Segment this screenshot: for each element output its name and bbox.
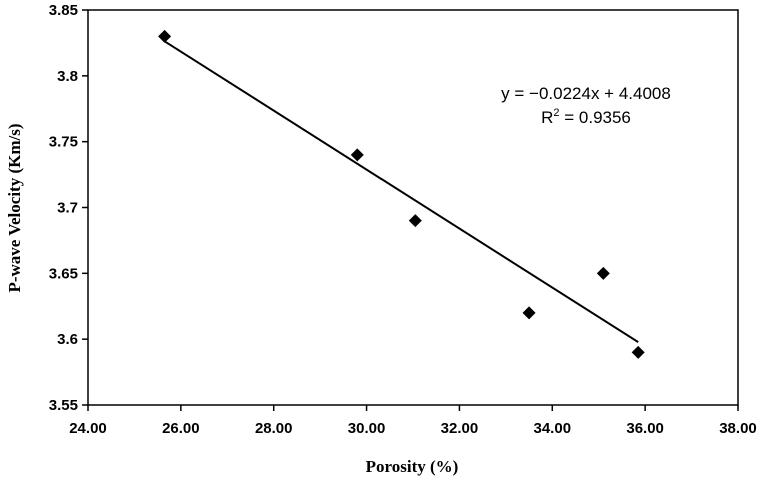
r-squared-label: R2 = 0.9356 <box>541 107 631 127</box>
x-tick-label: 36.00 <box>626 420 664 437</box>
x-axis-ticks: 24.00 26.00 28.00 30.00 32.00 34.00 36.00 38.00 <box>69 405 757 437</box>
r-squared-symbol: R <box>541 108 553 127</box>
y-tick-label: 3.6 <box>57 331 78 348</box>
x-tick-label: 24.00 <box>69 420 107 437</box>
r-squared-exponent: 2 <box>553 107 559 119</box>
data-point <box>596 266 610 280</box>
x-tick-label: 32.00 <box>441 420 479 437</box>
x-tick-label: 34.00 <box>534 420 572 437</box>
y-axis-ticks: 3.55 3.6 3.65 3.7 3.75 3.8 3.85 <box>49 2 88 414</box>
trendline <box>164 40 639 343</box>
y-tick-label: 3.65 <box>49 265 78 282</box>
y-tick-label: 3.55 <box>49 397 78 414</box>
r-squared-value: = 0.9356 <box>560 108 631 127</box>
trendline-group <box>164 40 639 343</box>
x-axis-title: Porosity (%) <box>366 457 459 476</box>
trendline-equation: y = −0.0224x + 4.4008 <box>501 84 671 103</box>
x-tick-label: 28.00 <box>255 420 293 437</box>
x-tick-label: 30.00 <box>348 420 386 437</box>
data-point <box>408 214 422 228</box>
y-tick-label: 3.75 <box>49 134 78 151</box>
y-tick-label: 3.8 <box>57 68 78 85</box>
data-point <box>158 29 172 43</box>
y-tick-label: 3.85 <box>49 2 78 19</box>
data-points <box>158 29 645 359</box>
x-tick-label: 38.00 <box>719 420 757 437</box>
x-tick-label: 26.00 <box>162 420 200 437</box>
data-point <box>522 306 536 320</box>
data-point <box>631 345 645 359</box>
plot-area <box>87 9 739 406</box>
y-axis-title: P-wave Velocity (Km/s) <box>5 123 24 292</box>
data-point <box>350 148 364 162</box>
y-tick-label: 3.7 <box>57 200 78 217</box>
